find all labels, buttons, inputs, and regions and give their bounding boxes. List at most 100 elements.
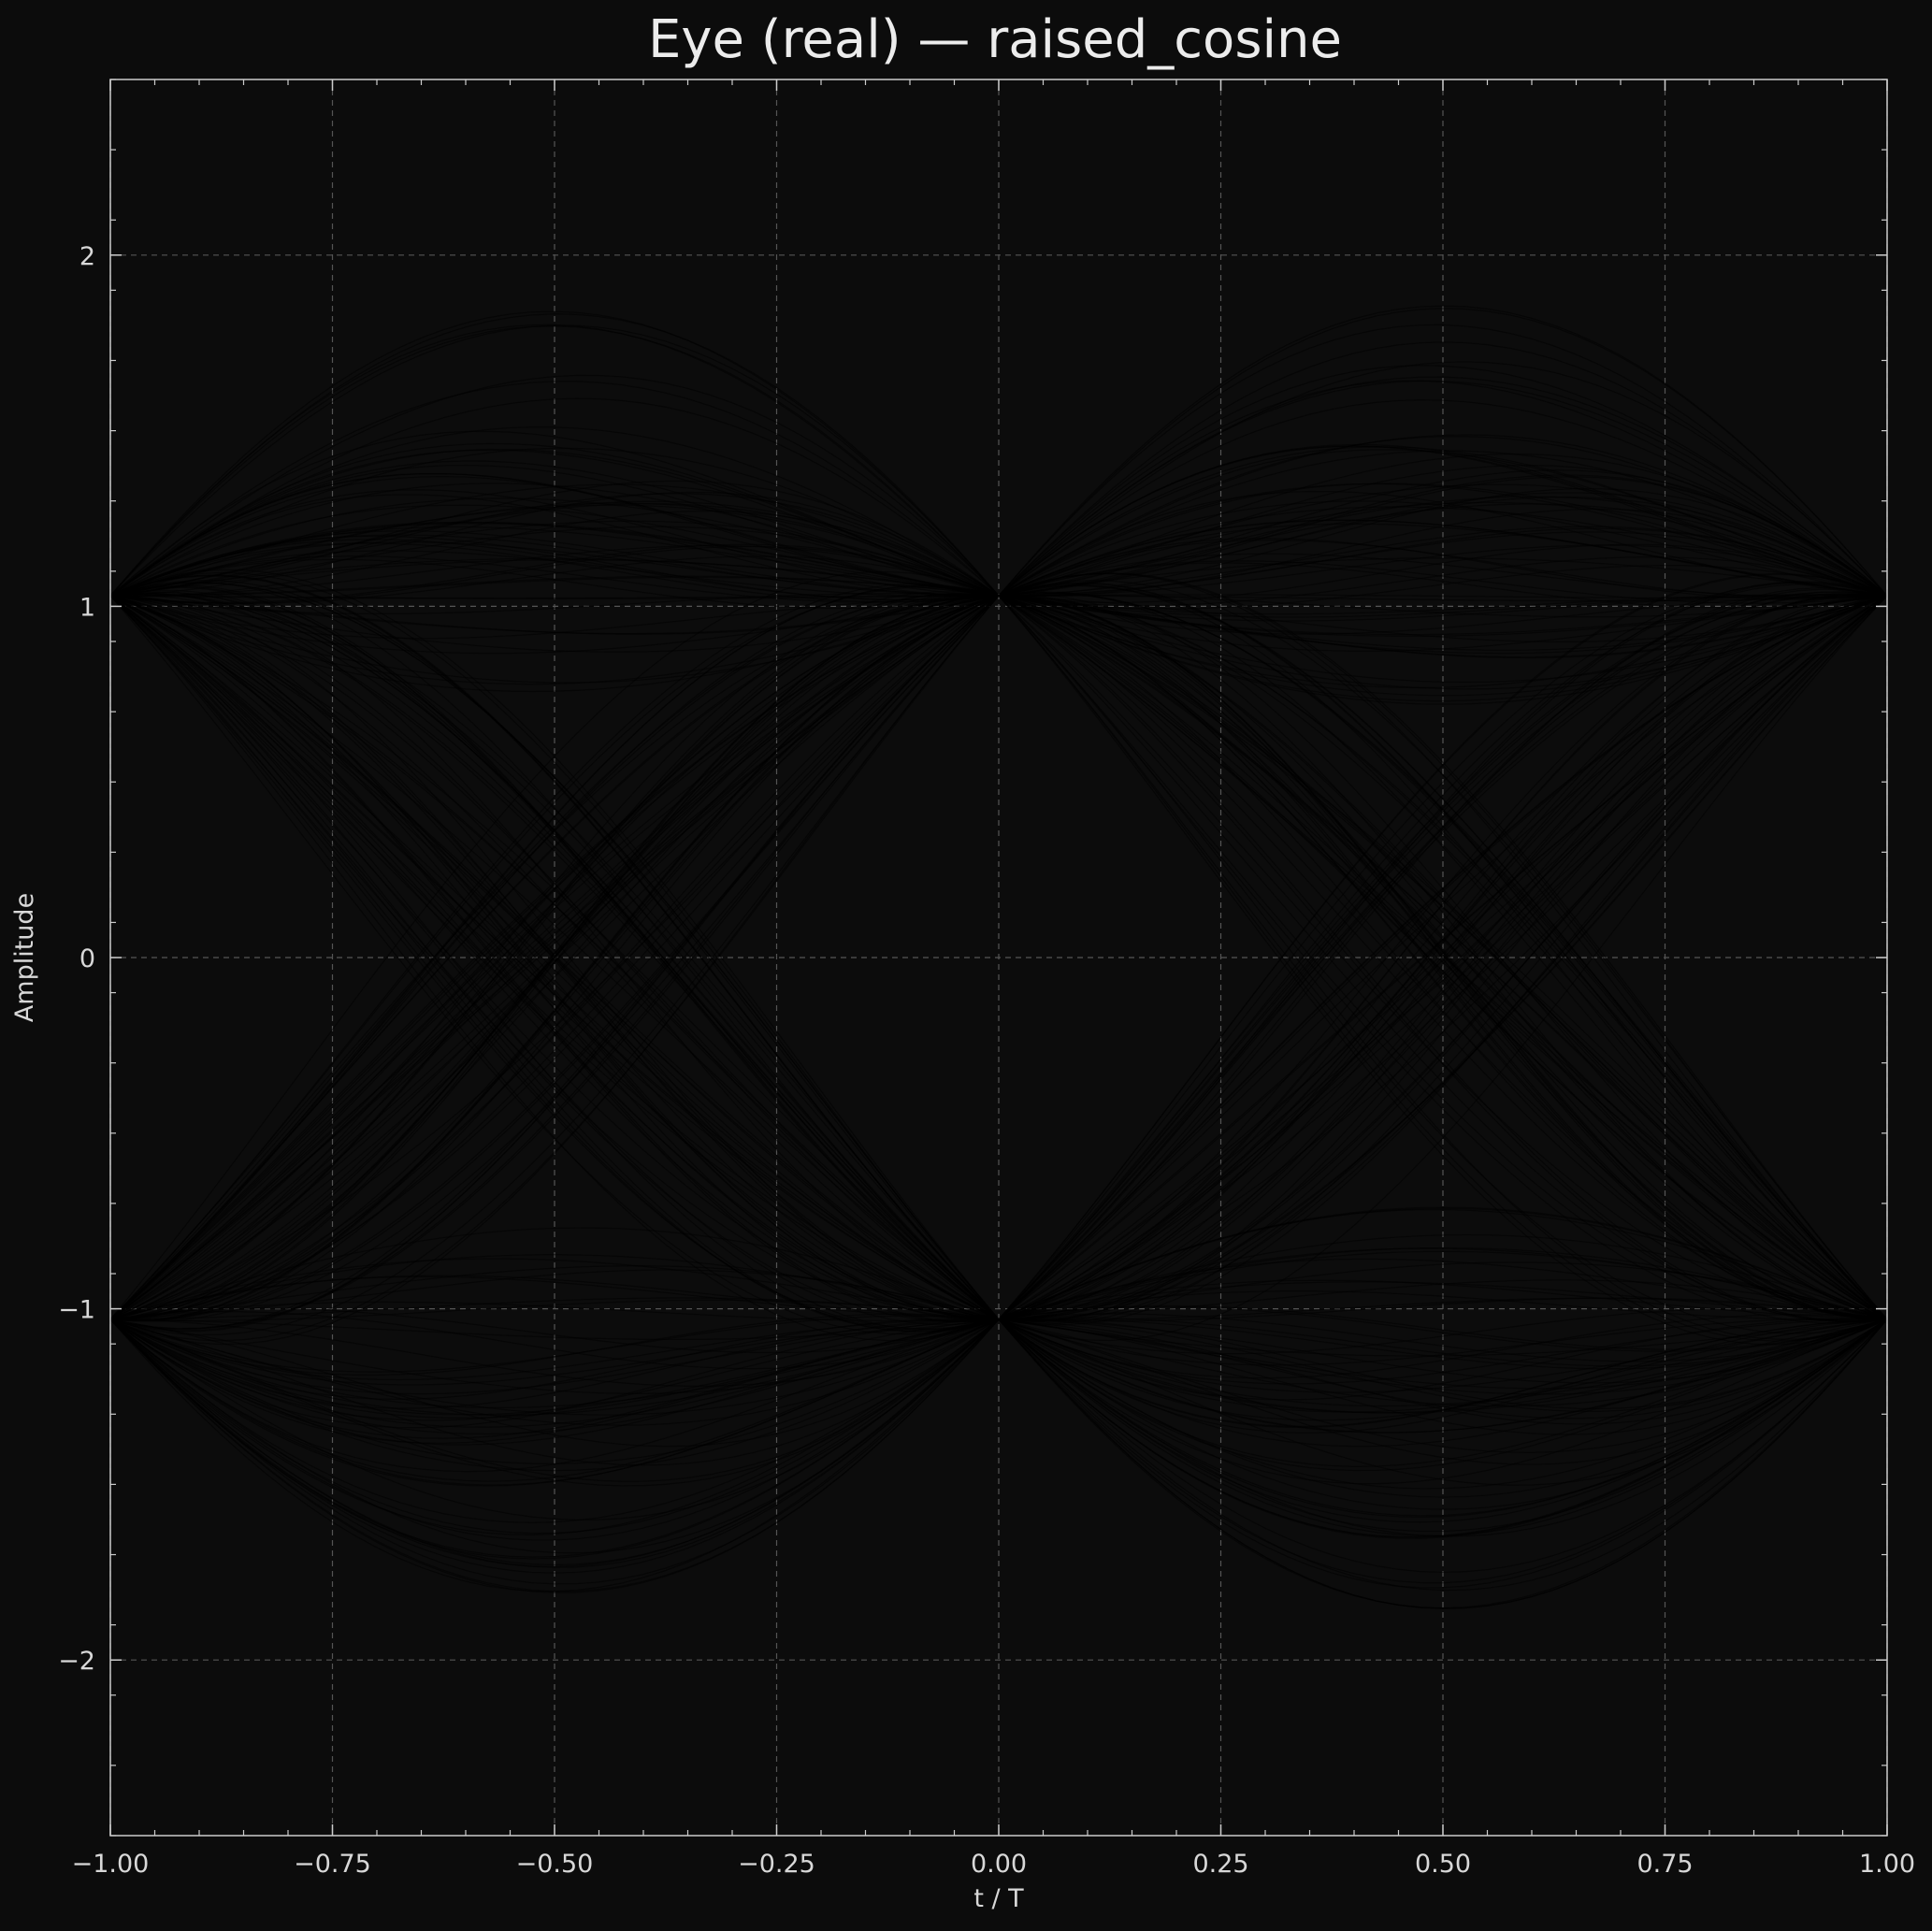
eye-trace-64 [109,595,1888,1331]
eye-trace-63 [109,595,1888,1326]
eye-trace-136 [109,489,1888,598]
eye-trace-92 [109,595,1888,1533]
eye-trace-123 [109,1254,1888,1407]
x-tick-label-1: −0.75 [294,1850,371,1879]
eye-trace-244 [109,305,1888,1342]
eye-trace-85 [109,593,1888,1320]
eye-trace-210 [109,1317,1888,1395]
eye-trace-16 [109,1318,1888,1386]
eye-trace-121 [109,519,1888,1320]
eye-trace-88 [109,569,1888,1609]
eye-trace-70 [109,474,1888,603]
eye-trace-122 [109,595,1888,1426]
eye-trace-117 [109,595,1888,1321]
eye-trace-187 [109,472,1888,604]
eye-trace-193 [109,595,1888,1320]
eye-trace-131 [109,324,1888,1342]
eye-trace-142 [109,531,1888,597]
eye-trace-76 [109,483,1888,693]
eye-trace-145 [109,476,1888,601]
eye-trace-139 [109,595,1888,1370]
eye-trace-200 [109,500,1888,1320]
eye-traces [109,305,1888,1609]
eye-trace-110 [109,1313,1888,1421]
eye-trace-197 [109,523,1888,636]
eye-trace-8 [109,453,1888,684]
eye-trace-47 [109,584,1888,1429]
eye-trace-106 [109,593,1888,1523]
eye-trace-111 [109,595,1888,1320]
eye-trace-238 [109,397,1888,1320]
eye-trace-75 [109,591,1888,1320]
eye-trace-39 [109,562,1888,1320]
eye-trace-241 [109,595,1888,1320]
eye-trace-253 [109,589,1888,1467]
eye-trace-65 [109,595,1888,1387]
eye-trace-127 [109,595,1888,1560]
eye-trace-227 [109,341,1888,1322]
eye-trace-101 [109,1318,1888,1425]
eye-trace-186 [109,557,1888,655]
eye-trace-68 [109,595,1888,1498]
chart-title: Eye (real) — raised_cosine [648,9,1342,70]
eye-trace-217 [109,430,1888,689]
eye-trace-84 [109,1315,1888,1419]
eye-trace-58 [109,592,1888,1320]
y-tick-labels: 2 1 0 −1 −2 [58,242,95,1676]
eye-trace-213 [109,436,1888,1320]
eye-trace-19 [109,541,1888,597]
eye-trace-95 [109,483,1888,1320]
x-tick-label-3: −0.25 [738,1850,815,1879]
eye-trace-208 [109,399,1888,1320]
eye-trace-198 [109,595,1888,1333]
eye-trace-130 [109,325,1888,1324]
eye-trace-30 [109,595,1888,1322]
eye-trace-181 [109,521,1888,638]
eye-trace-126 [109,310,1888,1334]
eye-trace-90 [109,434,1888,1320]
eye-trace-250 [109,539,1888,1320]
eye-trace-255 [109,593,1888,1574]
x-tick-label-0: −1.00 [72,1850,150,1879]
eye-trace-257 [109,595,1888,1434]
eye-trace-185 [109,593,1888,643]
eye-trace-160 [109,595,1888,1541]
eye-trace-48 [109,595,1888,1414]
eye-trace-163 [109,491,1888,1322]
eye-trace-242 [109,572,1888,1592]
eye-trace-60 [109,593,1888,1333]
eye-trace-171 [109,504,1888,622]
eye-trace-109 [109,572,1888,1322]
eye-trace-196 [109,593,1888,1536]
eye-trace-120 [109,469,1888,610]
eye-trace-195 [109,595,1888,1472]
eye-trace-66 [109,450,1888,1320]
eye-trace-36 [109,595,1888,1320]
eye-trace-169 [109,1279,1888,1322]
eye-trace-206 [109,449,1888,697]
eye-trace-215 [109,553,1888,1320]
eye-trace-164 [109,575,1888,1538]
eye-trace-232 [109,1227,1888,1486]
eye-trace-190 [109,584,1888,1321]
eye-trace-61 [109,1319,1888,1384]
axis-ticks [109,79,1888,1837]
eye-trace-178 [109,1319,1888,1412]
eye-trace-124 [109,445,1888,1333]
eye-trace-240 [109,595,1888,1379]
eye-trace-33 [109,1258,1888,1473]
eye-trace-254 [109,582,1888,1609]
eye-trace-194 [109,445,1888,1332]
y-tick-label-1: 1 [79,593,95,622]
eye-trace-57 [109,1207,1888,1482]
y-tick-label-4: −2 [58,1647,95,1676]
eye-trace-79 [109,595,1888,1320]
eye-trace-133 [109,1318,1888,1429]
eye-trace-174 [109,313,1888,1346]
eye-trace-157 [109,526,1888,1320]
eye-trace-27 [109,595,1888,1421]
eye-trace-74 [109,1297,1888,1390]
eye-trace-99 [109,595,1888,1320]
eye-trace-152 [109,595,1888,1535]
eye-trace-146 [109,593,1888,1342]
